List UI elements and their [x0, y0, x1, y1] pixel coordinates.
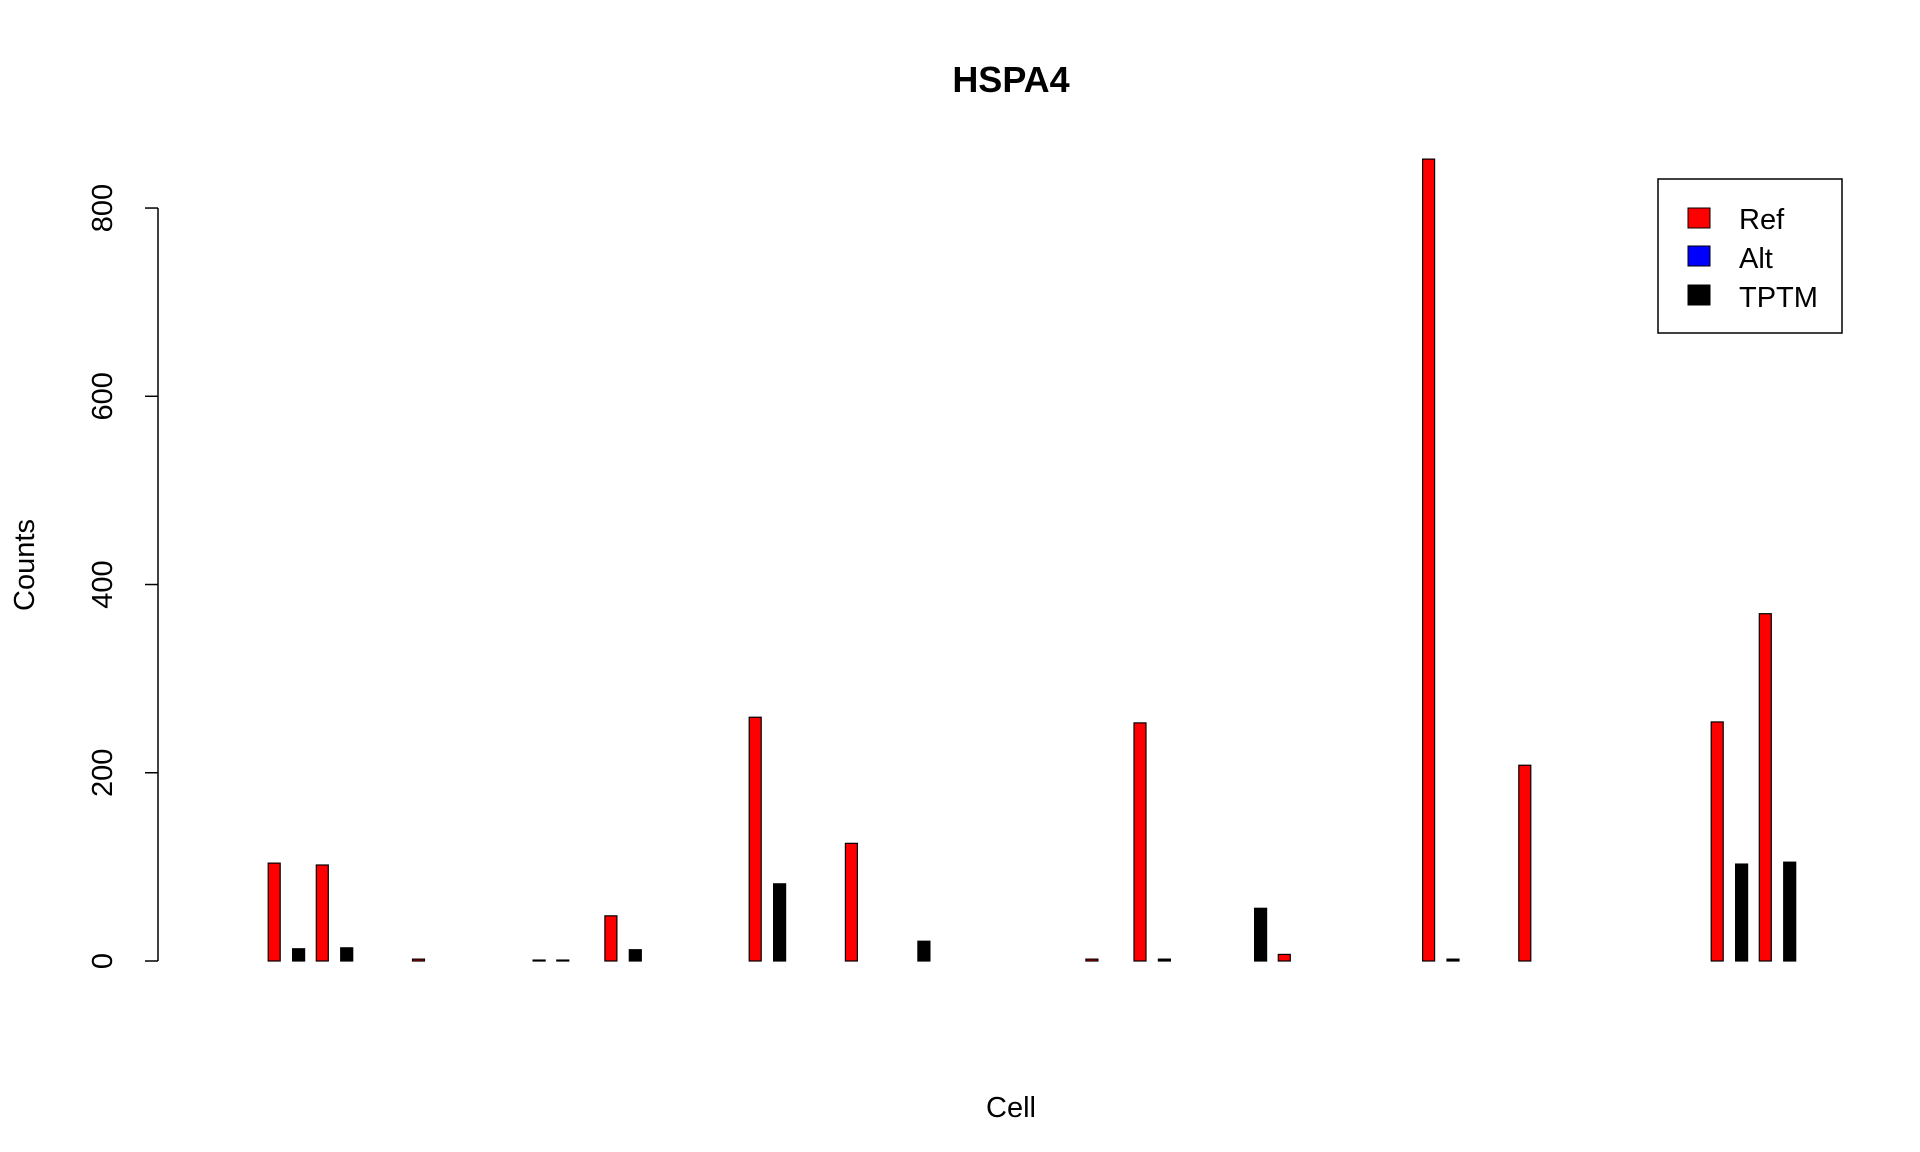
bar-tptm-16 — [917, 940, 931, 962]
bar-tptm-23 — [1253, 907, 1268, 962]
bar-ref-21 — [1133, 722, 1147, 962]
legend-label-alt: Alt — [1739, 243, 1773, 275]
bar-ref-6 — [411, 958, 426, 962]
legend-swatch-ref — [1687, 207, 1711, 229]
legend-label-tptm: TPTM — [1739, 282, 1818, 314]
bar-tptm-34 — [1783, 861, 1797, 962]
bar-tptm-10 — [628, 949, 642, 962]
legend-label-ref: Ref — [1739, 204, 1785, 236]
bar-ref-27 — [1421, 158, 1436, 962]
bar-tptm-27 — [1446, 958, 1460, 962]
bar-ref-29 — [1518, 764, 1532, 962]
bar-tptm-4 — [340, 947, 354, 962]
bar-ref-34 — [1758, 613, 1772, 962]
bar-ref-20 — [1085, 958, 1099, 962]
bar-tptm-3 — [292, 948, 306, 962]
legend: Ref Alt TPTM — [1657, 178, 1843, 334]
legend-swatch-tptm — [1687, 284, 1711, 306]
bar-ref-3 — [267, 862, 281, 962]
bar-tptm-8 — [532, 959, 546, 962]
bar-ref-15 — [844, 842, 859, 962]
bar-ref-24 — [1277, 953, 1291, 962]
x-axis-label: Cell — [986, 1092, 1036, 1124]
bar-tptm-33 — [1734, 863, 1749, 962]
y-axis-label: Counts — [9, 519, 41, 611]
y-axis: 0 200 400 600 800 — [87, 184, 159, 969]
y-tick-label-200: 200 — [87, 749, 119, 797]
bar-ref-13 — [748, 716, 762, 962]
y-ticks: 0 200 400 600 800 — [87, 184, 158, 969]
y-tick-label-400: 400 — [87, 560, 119, 608]
legend-swatch-alt — [1687, 245, 1711, 267]
chart-title: HSPA4 — [952, 59, 1069, 100]
y-tick-label-800: 800 — [87, 184, 119, 232]
bar-ref-33 — [1710, 721, 1724, 962]
y-tick-label-600: 600 — [87, 372, 119, 420]
bar-ref-10 — [604, 915, 618, 962]
bar-ref-4 — [315, 864, 329, 962]
bar-tptm-13 — [772, 883, 787, 962]
bar-tptm-21 — [1157, 958, 1172, 962]
bars — [267, 158, 1797, 962]
y-tick-label-0: 0 — [87, 953, 119, 969]
bar-ref-9 — [556, 959, 570, 962]
